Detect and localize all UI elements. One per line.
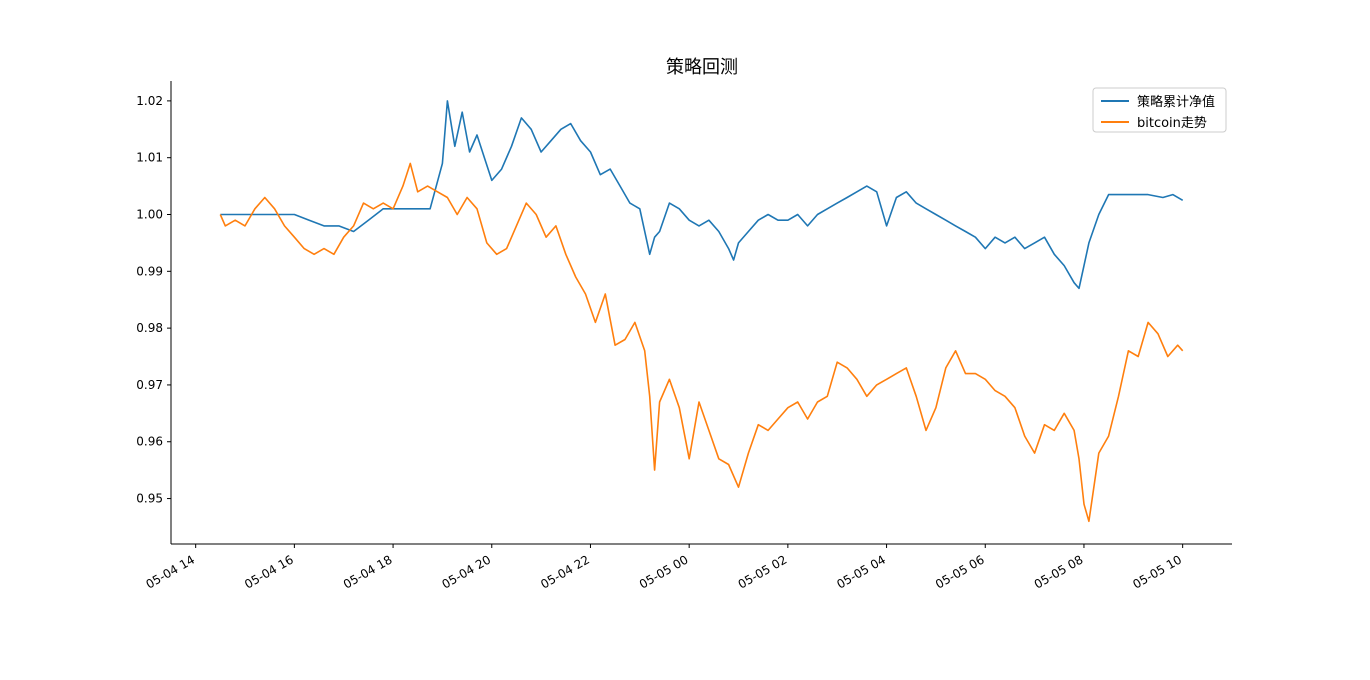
x-tick-label: 05-05 00 [637,552,691,591]
x-tick-label: 05-04 22 [538,552,592,591]
series-line-0 [220,100,1184,290]
legend-label-0: 策略累计净值 [1137,94,1215,110]
x-tick-label: 05-05 10 [1130,552,1184,591]
y-tick-label: 0.98 [136,321,163,335]
y-tick-label: 0.95 [136,492,163,506]
y-tick-label: 1.02 [136,94,163,108]
x-tick-label: 05-04 16 [242,552,296,591]
legend: 策略累计净值 bitcoin走势 [1092,87,1227,133]
x-tick-label: 05-05 08 [1032,552,1086,591]
x-tick-label: 05-04 20 [440,552,494,591]
y-tick-label: 1.00 [136,208,163,222]
x-tick-label: 05-05 06 [933,552,987,591]
series-line-1 [219,162,1184,523]
x-tick-label: 05-04 18 [341,552,395,591]
x-tick-label: 05-05 04 [834,552,888,591]
chart-title: 策略回测 [666,57,738,78]
x-tick-label: 05-05 02 [736,552,790,591]
axes: 0.95 0.96 0.97 0.98 0.99 1.00 1.01 1.02 05-04 14… [136,81,1232,592]
series-layer [219,100,1184,523]
y-tick-label: 0.97 [136,378,163,392]
y-tick-label: 0.96 [136,435,163,449]
y-tick-label: 1.01 [136,151,163,165]
y-tick-label: 0.99 [136,264,163,278]
x-tick-label: 05-04 14 [143,552,197,591]
legend-label-1: bitcoin走势 [1137,115,1207,131]
